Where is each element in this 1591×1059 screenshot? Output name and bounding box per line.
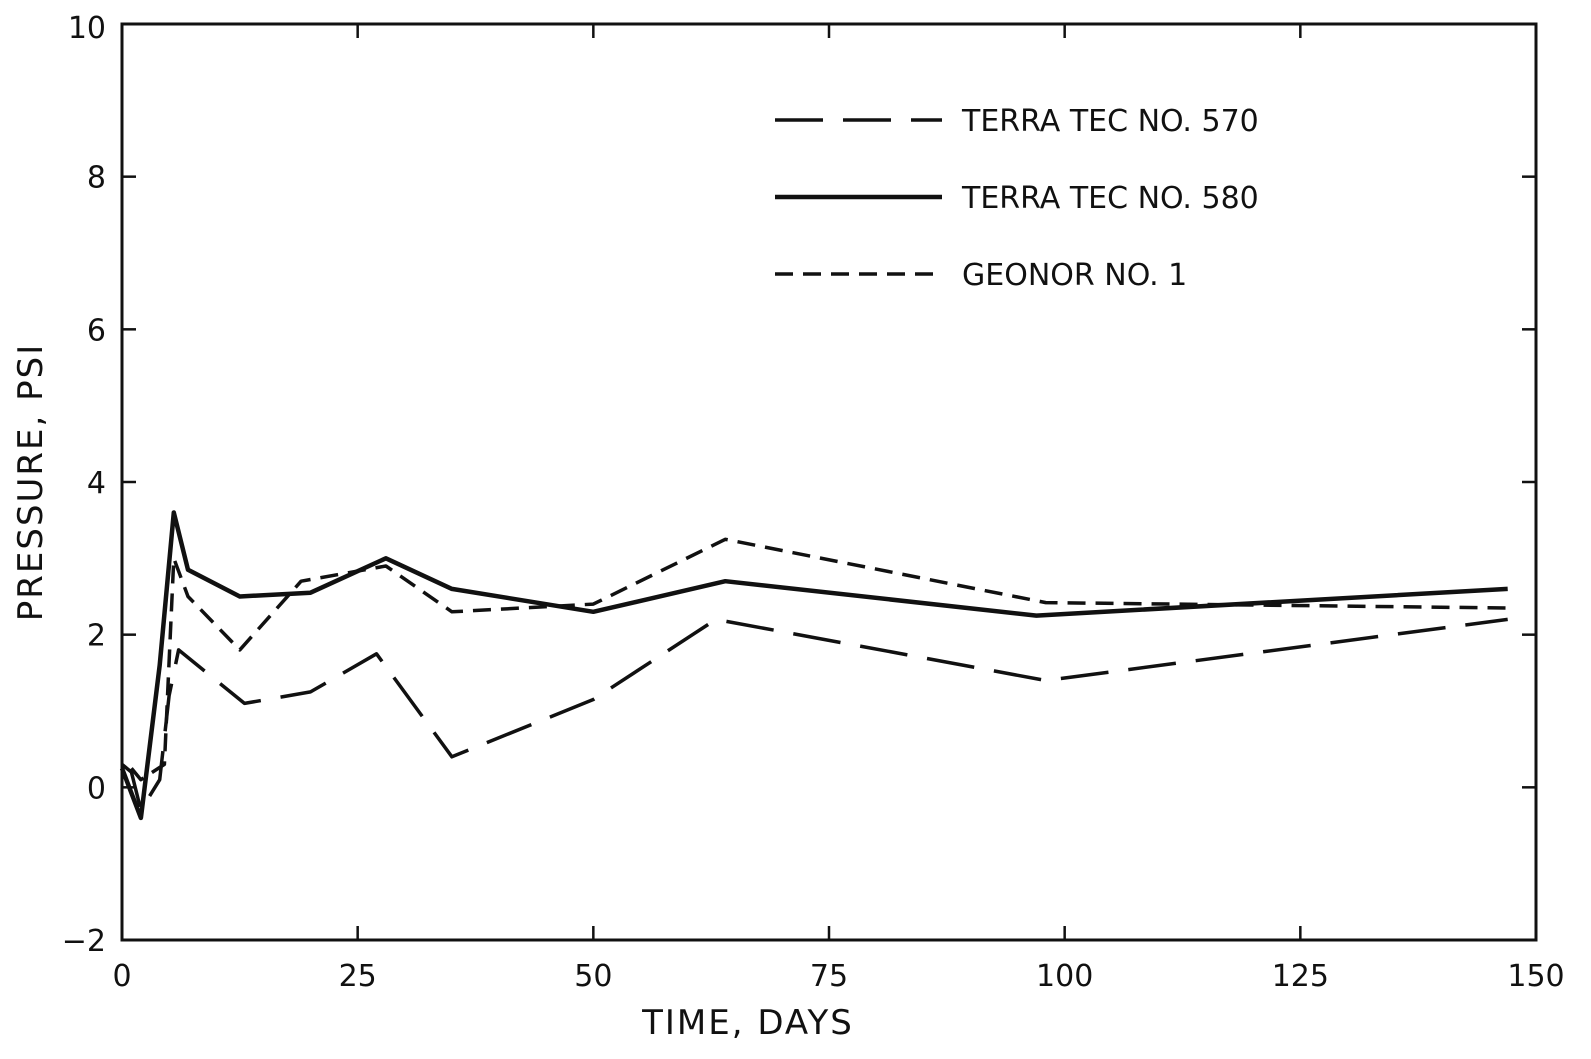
x-tick-label: 0 <box>112 959 131 994</box>
legend: TERRA TEC NO. 570 TERRA TEC NO. 580 GEONOR… <box>775 104 1259 293</box>
y-tick-label: 6 <box>87 313 106 348</box>
y-tick-label: −2 <box>62 924 106 959</box>
y-axis-label: PRESSURE, PSI <box>11 343 51 622</box>
y-tick-label: 2 <box>87 619 106 654</box>
x-tick-label: 100 <box>1036 959 1093 994</box>
series-line-1 <box>120 617 1508 812</box>
legend-label: GEONOR NO. 1 <box>962 258 1187 293</box>
x-tick-label: 125 <box>1272 959 1329 994</box>
y-tick-label: 4 <box>87 466 106 501</box>
x-axis-label: TIME, DAYS <box>641 1003 854 1043</box>
series-line-3 <box>130 537 1508 782</box>
plot-frame <box>120 22 1538 942</box>
x-tick-label: 50 <box>574 959 612 994</box>
legend-label: TERRA TEC NO. 570 <box>961 104 1259 139</box>
x-tick-label: 75 <box>810 959 848 994</box>
y-tick-label: 10 <box>68 11 106 46</box>
y-tick-label: 0 <box>87 771 106 806</box>
x-tick-label: 150 <box>1507 959 1564 994</box>
series-lines <box>119 510 1508 821</box>
series-line-2 <box>119 510 1508 821</box>
y-tick-label: 8 <box>87 161 106 196</box>
legend-label: TERRA TEC NO. 580 <box>961 181 1259 216</box>
x-tick-label: 25 <box>339 959 377 994</box>
